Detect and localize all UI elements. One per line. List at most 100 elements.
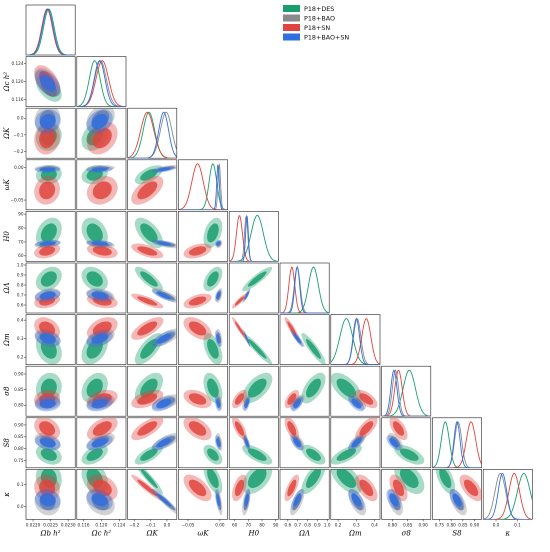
- panel-frame: [178, 262, 228, 314]
- contour-P18+SN: [92, 128, 112, 149]
- xtick-om: 0.3: [353, 522, 360, 527]
- panel-frame: [228, 262, 279, 314]
- contour-P18+BAO+SN: [244, 333, 250, 344]
- legend-swatch-P18+DES: [283, 5, 300, 12]
- panel-frame: [279, 365, 330, 417]
- panel-S8-h0: [228, 417, 279, 469]
- contour-P18+BAO+SN: [351, 398, 362, 409]
- contour-P18+BAO+SN: [244, 438, 250, 448]
- marginal-P18+DES: [381, 369, 431, 417]
- panel-s8-ol: [279, 365, 330, 417]
- contour-P18+BAO+SN: [91, 493, 108, 507]
- contour-P18+DES: [86, 223, 103, 243]
- xtick-om: 0.2: [335, 522, 342, 527]
- panel-S8-S8: [432, 417, 482, 469]
- xtick-obh2: 0.0220: [26, 522, 41, 527]
- marginal-P18+SN: [178, 163, 228, 210]
- xtick-obh2: 0.0225: [43, 522, 58, 527]
- contour-P18+BAO+SN: [244, 398, 250, 409]
- contour-P18+DES: [399, 469, 419, 489]
- contour-P18+BAO+SN: [452, 493, 462, 507]
- xlabel-s8: σ8: [402, 529, 412, 537]
- xlabel-och2: Ωc h²: [91, 529, 111, 537]
- contour-P18+SN: [234, 321, 245, 336]
- marginal-P18+BAO+SN: [483, 473, 533, 520]
- contour-P18+SN: [234, 479, 245, 497]
- legend-swatch-P18+SN: [283, 24, 300, 31]
- xtick-wk: 0.00: [215, 522, 225, 527]
- marginal-P18+SN: [432, 421, 482, 468]
- contour-P18+SN: [234, 421, 245, 436]
- ytick-S8: 0.90: [14, 422, 24, 427]
- panel-kap-wk: −0.05 0.00 ωK: [178, 469, 228, 537]
- xtick-och2: 0.124: [113, 522, 125, 527]
- panel-kap-s8: 0.80 0.85 0.90 σ8: [381, 469, 432, 537]
- panel-ok-och2: [76, 107, 127, 159]
- ytick-ol: 0.9: [17, 272, 24, 277]
- ytick-ok: 0.0: [17, 116, 24, 121]
- xtick-kap: 0.1: [514, 522, 521, 527]
- marginal-P18+BAO: [432, 421, 482, 468]
- xtick-ol: 0.9: [314, 522, 321, 527]
- xtick-ol: 0.8: [304, 522, 311, 527]
- xtick-och2: 0.120: [95, 522, 107, 527]
- contour-P18+SN: [188, 246, 207, 256]
- contour-P18+SN: [359, 393, 374, 405]
- contour-P18+SN: [188, 479, 207, 497]
- contour-P18+BAO+SN: [39, 493, 56, 507]
- contour-P18+SN: [392, 479, 405, 497]
- contour-P18+SN: [137, 181, 158, 200]
- panel-S8-ol: [279, 417, 330, 469]
- contour-P18+SN: [39, 246, 56, 256]
- panel-h0-wk: [178, 211, 228, 262]
- panel-om-h0: [228, 314, 279, 365]
- contour-P18+DES: [247, 378, 267, 398]
- contour-P18+BAO+SN: [91, 333, 108, 344]
- contour-P18+DES: [336, 448, 356, 461]
- contour-P18+BAO+SN: [156, 291, 172, 300]
- ylabel-s8: σ8: [3, 386, 11, 396]
- marginal-P18+BAO+SN: [432, 420, 482, 468]
- contour-P18+BAO+SN: [293, 398, 301, 409]
- contour-P18+BAO+SN: [216, 438, 220, 448]
- panel-s8-om: [330, 365, 381, 417]
- panel-wk-obh2: −0.05 0.00 ωK: [3, 159, 76, 211]
- panel-s8-och2: [76, 365, 127, 417]
- contour-P18+SN: [359, 421, 374, 436]
- contour-P18+BAO+SN: [293, 333, 301, 344]
- ytick-ol: 0.8: [17, 282, 24, 287]
- xtick-S8: 0.75: [435, 522, 445, 527]
- panel-h0-h0: [228, 211, 279, 262]
- ytick-S8: 0.75: [14, 458, 24, 463]
- ylabel-S8: S8: [3, 438, 11, 448]
- legend-label-P18+BAO: P18+BAO: [304, 15, 335, 23]
- contour-P18+DES: [140, 223, 158, 243]
- xtick-ol: 1.0: [324, 522, 331, 527]
- contour-P18+DES: [336, 469, 356, 489]
- marginal-P18+BAO+SN: [381, 369, 431, 417]
- contour-P18+SN: [287, 479, 297, 497]
- contour-P18+BAO+SN: [39, 438, 56, 448]
- panel-kap-ol: 0.6 0.7 0.8 0.9 1.0 ΩΛ: [279, 469, 331, 537]
- ytick-kap: 0.1: [17, 482, 24, 487]
- ytick-ol: 1.0: [17, 262, 24, 267]
- ylabel-ok: ΩK: [3, 127, 11, 140]
- panel-om-om: [330, 314, 381, 365]
- marginal-P18+DES: [76, 60, 126, 107]
- contour-P18+DES: [247, 339, 267, 359]
- marginal-P18+DES: [483, 473, 533, 520]
- panel-S8-ok: [127, 417, 178, 469]
- marginal-P18+BAO: [483, 472, 533, 520]
- panel-ok-ok: [127, 107, 178, 159]
- ylabel-och2: Ωc h²: [3, 72, 11, 92]
- contour-P18+SN: [234, 296, 245, 306]
- contour-P18+DES: [305, 448, 321, 461]
- xtick-s8: 0.80: [388, 522, 398, 527]
- ytick-wk: −0.05: [11, 197, 24, 202]
- contour-P18+DES: [336, 378, 356, 398]
- contour-P18+SN: [463, 479, 479, 497]
- contour-P18+SN: [137, 479, 158, 497]
- contour-P18+BAO+SN: [156, 333, 172, 344]
